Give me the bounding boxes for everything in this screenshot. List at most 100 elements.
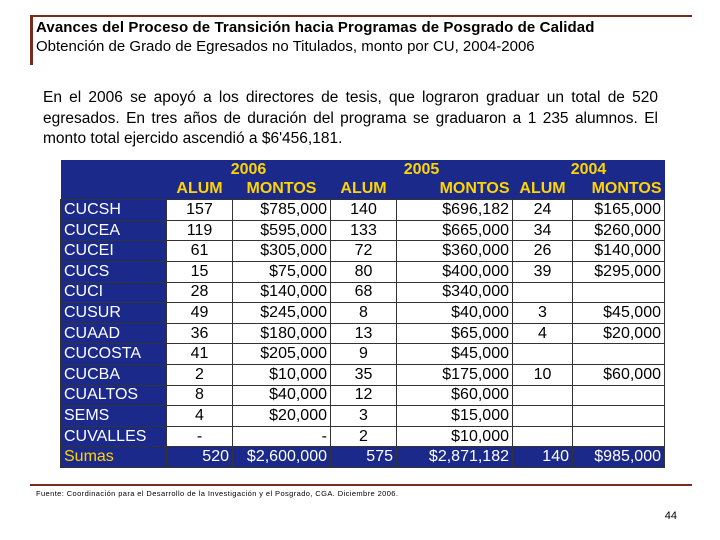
table-cell: $400,000 xyxy=(396,260,513,283)
year-header-row: 2006 2005 2004 xyxy=(60,160,665,180)
table-cell: 36 xyxy=(166,322,233,345)
table-cell: 24 xyxy=(512,199,573,221)
col-header: ALUM xyxy=(330,179,397,200)
page-number: 44 xyxy=(664,510,677,522)
totals-cell: $985,000 xyxy=(572,446,665,468)
table-cell: $595,000 xyxy=(232,219,331,242)
table-cell: 4 xyxy=(166,405,233,427)
row-label: CUCEA xyxy=(60,219,167,242)
row-label: SEMS xyxy=(60,405,167,427)
table-row: CUCBA 2 $10,000 35 $175,000 10 $60,000 xyxy=(60,363,665,386)
table-cell: $180,000 xyxy=(232,322,331,345)
table-cell: 35 xyxy=(330,363,397,386)
table-cell: - xyxy=(232,425,331,448)
table-cell: 4 xyxy=(512,322,573,345)
year-2004: 2004 xyxy=(512,160,665,180)
table-cell xyxy=(572,384,665,407)
table-row: CUAAD 36 $180,000 13 $65,000 4 $20,000 xyxy=(60,322,665,345)
totals-label: Sumas xyxy=(60,446,167,468)
row-label: CUCBA xyxy=(60,363,167,386)
header-bar xyxy=(30,15,33,65)
table-row: CUALTOS 8 $40,000 12 $60,000 xyxy=(60,384,665,407)
table-cell: 9 xyxy=(330,343,397,365)
corner-cell xyxy=(60,160,167,180)
row-label: CUCOSTA xyxy=(60,343,167,365)
table-cell xyxy=(512,281,573,304)
col-header: ALUM xyxy=(166,179,233,200)
table-row: CUCS 15 $75,000 80 $400,000 39 $295,000 xyxy=(60,260,665,283)
table-cell xyxy=(572,281,665,304)
table-cell: 2 xyxy=(330,425,397,448)
table-cell: $665,000 xyxy=(396,219,513,242)
table-cell: 68 xyxy=(330,281,397,304)
table-cell: 157 xyxy=(166,199,233,221)
table-cell: 3 xyxy=(330,405,397,427)
table-row: CUCOSTA 41 $205,000 9 $45,000 xyxy=(60,343,665,365)
table-cell: 39 xyxy=(512,260,573,283)
graduates-table: 2006 2005 2004 ALUM MONTOS ALUM MONTOS A… xyxy=(60,160,665,476)
table-cell: $696,182 xyxy=(396,199,513,221)
table-cell: $75,000 xyxy=(232,260,331,283)
row-label: CUAAD xyxy=(60,322,167,345)
row-label: CUCSH xyxy=(60,199,167,221)
totals-cell: $2,871,182 xyxy=(396,446,513,468)
table-cell: $20,000 xyxy=(232,405,331,427)
row-label: CUCI xyxy=(60,281,167,304)
table-cell xyxy=(512,425,573,448)
slide-title: Avances del Proceso de Transición hacia … xyxy=(36,19,595,36)
source-note: Fuente: Coordinación para el Desarrollo … xyxy=(36,489,399,498)
table-cell: 10 xyxy=(512,363,573,386)
table-cell xyxy=(572,405,665,427)
table-cell: $175,000 xyxy=(396,363,513,386)
table-row: CUSUR 49 $245,000 8 $40,000 3 $45,000 xyxy=(60,302,665,324)
header-rule xyxy=(30,15,692,17)
year-2006: 2006 xyxy=(166,160,331,180)
table-cell: $245,000 xyxy=(232,302,331,324)
table-cell xyxy=(512,343,573,365)
table-cell: - xyxy=(166,425,233,448)
table-cell: $305,000 xyxy=(232,240,331,262)
table-cell: 15 xyxy=(166,260,233,283)
table-cell xyxy=(572,425,665,448)
table-cell: $40,000 xyxy=(232,384,331,407)
table-row: SEMS 4 $20,000 3 $15,000 xyxy=(60,405,665,427)
table-cell: 72 xyxy=(330,240,397,262)
table-cell: 140 xyxy=(330,199,397,221)
table-cell: 3 xyxy=(512,302,573,324)
table-cell: 80 xyxy=(330,260,397,283)
footer-rule xyxy=(30,484,692,486)
table-cell: 8 xyxy=(166,384,233,407)
table-cell: $785,000 xyxy=(232,199,331,221)
table-cell: 61 xyxy=(166,240,233,262)
table-cell: 49 xyxy=(166,302,233,324)
table-cell: $10,000 xyxy=(232,363,331,386)
table-cell: $40,000 xyxy=(396,302,513,324)
table-cell: 133 xyxy=(330,219,397,242)
table-row: CUCSH 157 $785,000 140 $696,182 24 $165,000 xyxy=(60,199,665,221)
table-row: CUCEA 119 $595,000 133 $665,000 34 $260,000 xyxy=(60,219,665,242)
table-cell: $15,000 xyxy=(396,405,513,427)
table-cell: $260,000 xyxy=(572,219,665,242)
row-label: CUCS xyxy=(60,260,167,283)
table-cell: 119 xyxy=(166,219,233,242)
table-cell: 28 xyxy=(166,281,233,304)
table-cell xyxy=(512,405,573,427)
row-label: CUVALLES xyxy=(60,425,167,448)
table-cell: $140,000 xyxy=(572,240,665,262)
table-row: CUCI 28 $140,000 68 $340,000 xyxy=(60,281,665,304)
table-cell: $295,000 xyxy=(572,260,665,283)
col-header: MONTOS xyxy=(232,179,331,200)
year-2005: 2005 xyxy=(330,160,513,180)
col-header: ALUM xyxy=(512,179,573,200)
table-cell: $60,000 xyxy=(572,363,665,386)
table-cell: $205,000 xyxy=(232,343,331,365)
table-cell: $10,000 xyxy=(396,425,513,448)
row-label: CUSUR xyxy=(60,302,167,324)
table-cell: 34 xyxy=(512,219,573,242)
table-cell: 12 xyxy=(330,384,397,407)
table-cell xyxy=(512,384,573,407)
table-cell: 26 xyxy=(512,240,573,262)
row-label: CUCEI xyxy=(60,240,167,262)
corner-cell xyxy=(60,179,167,200)
totals-cell: 140 xyxy=(512,446,573,468)
